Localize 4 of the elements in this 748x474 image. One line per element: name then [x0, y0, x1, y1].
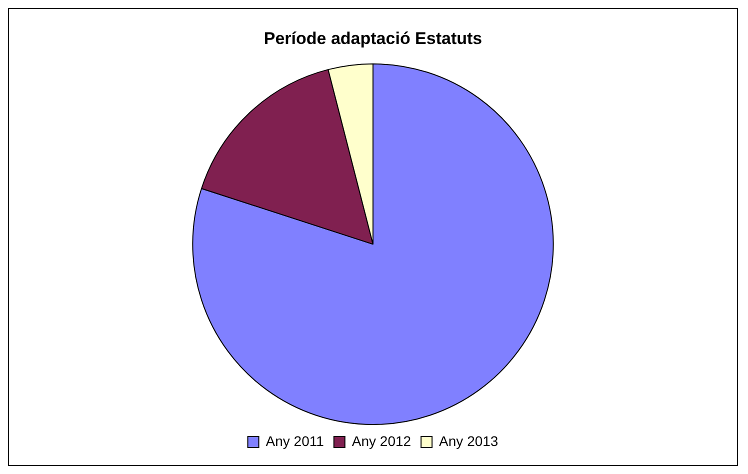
legend-label: Any 2013	[439, 432, 498, 449]
legend-label: Any 2012	[352, 432, 412, 449]
legend-label: Any 2011	[266, 432, 324, 449]
chart-title: Període adaptació Estatuts	[264, 28, 482, 48]
